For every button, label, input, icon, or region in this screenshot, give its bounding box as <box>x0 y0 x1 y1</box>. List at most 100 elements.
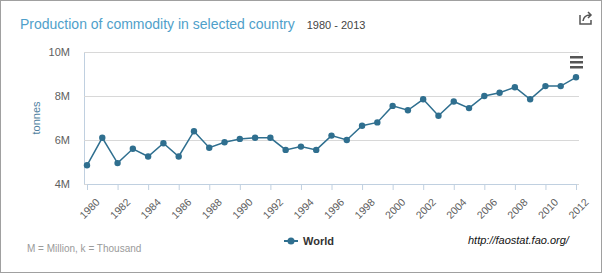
x-tick: 1988 <box>199 184 224 221</box>
x-tick-mark <box>515 184 516 190</box>
x-axis: 1980198219841986198819901992199419961998… <box>77 184 591 221</box>
point-marker <box>359 123 365 129</box>
x-tick-label: 1984 <box>138 196 163 221</box>
x-tick-mark <box>393 184 394 190</box>
x-tick-mark <box>87 184 88 190</box>
point-marker <box>206 145 212 151</box>
point-marker <box>405 107 411 113</box>
x-tick-label: 2008 <box>505 196 530 221</box>
x-tick: 2002 <box>413 184 438 221</box>
x-tick-label: 1992 <box>260 196 285 221</box>
point-marker <box>573 74 579 80</box>
x-tick: 1990 <box>230 184 255 221</box>
point-marker <box>466 105 472 111</box>
menu-icon[interactable] <box>570 56 583 69</box>
x-tick: 1986 <box>169 184 194 221</box>
x-tick-mark <box>240 184 241 190</box>
grid-line <box>84 140 579 141</box>
point-marker <box>435 113 441 119</box>
x-tick-label: 1990 <box>230 196 255 221</box>
y-tick: 10M <box>49 46 579 58</box>
x-tick-mark <box>484 184 485 190</box>
x-tick: 2008 <box>505 184 530 221</box>
x-tick: 1996 <box>321 184 346 221</box>
x-tick-label: 2010 <box>535 196 560 221</box>
title: Production of commodity in selected coun… <box>20 16 295 32</box>
point-marker <box>527 96 533 102</box>
x-tick-label: 1982 <box>107 196 132 221</box>
x-tick-label: 1988 <box>199 196 224 221</box>
point-marker <box>451 98 457 104</box>
x-tick-label: 1994 <box>291 196 316 221</box>
x-tick-label: 1998 <box>352 196 377 221</box>
plot-area <box>84 74 579 168</box>
grid-line <box>84 52 579 53</box>
x-tick: 1998 <box>352 184 377 221</box>
point-marker <box>344 137 350 143</box>
y-tick: 6M <box>55 134 579 146</box>
series-line <box>87 77 576 165</box>
x-tick-label: 2002 <box>413 196 438 221</box>
subtitle: 1980 - 2013 <box>307 19 366 31</box>
point-marker <box>298 143 304 149</box>
point-marker <box>328 132 334 138</box>
x-tick: 1994 <box>291 184 316 221</box>
x-tick-label: 1986 <box>169 196 194 221</box>
x-tick: 2006 <box>474 184 499 221</box>
menu-icon-bar[interactable] <box>570 56 583 59</box>
x-tick-mark <box>545 184 546 190</box>
menu-icon-bar[interactable] <box>570 66 583 69</box>
point-marker <box>542 83 548 89</box>
point-marker <box>558 83 564 89</box>
share-icon-arrow[interactable] <box>583 12 591 21</box>
x-tick-label: 1980 <box>77 196 102 221</box>
x-tick: 1984 <box>138 184 163 221</box>
frame <box>1 1 602 273</box>
x-tick-mark <box>209 184 210 190</box>
chart: Production of commodity in selected coun… <box>0 0 602 273</box>
y-tick-label: 4M <box>55 178 70 190</box>
x-tick: 2004 <box>444 184 469 221</box>
share-icon[interactable] <box>580 12 591 24</box>
x-tick-mark <box>118 184 119 190</box>
y-tick: 8M <box>55 90 579 102</box>
point-marker <box>191 128 197 134</box>
legend-item: World <box>284 235 334 247</box>
grid-line <box>84 96 579 97</box>
point-marker <box>389 103 395 109</box>
x-tick: 1980 <box>77 184 102 221</box>
point-marker <box>481 93 487 99</box>
x-tick-mark <box>148 184 149 190</box>
legend: World <box>284 235 334 247</box>
point-marker <box>252 135 258 141</box>
x-tick: 1992 <box>260 184 285 221</box>
point-marker <box>282 147 288 153</box>
x-tick-label: 2006 <box>474 196 499 221</box>
x-tick-mark <box>301 184 302 190</box>
point-marker <box>160 140 166 146</box>
y-tick-label: 8M <box>55 90 70 102</box>
point-marker <box>512 84 518 90</box>
point-marker <box>130 146 136 152</box>
y-axis: 4M 6M 8M 10M <box>49 46 579 190</box>
x-tick-label: 2012 <box>566 196 591 221</box>
point-marker <box>374 119 380 125</box>
x-tick-mark <box>179 184 180 190</box>
x-tick: 2000 <box>382 184 407 221</box>
footnote: M = Million, k = Thousand <box>27 243 141 254</box>
x-tick-mark <box>576 184 577 190</box>
legend-label: World <box>303 235 334 247</box>
point-marker <box>267 135 273 141</box>
point-marker <box>313 147 319 153</box>
x-tick-mark <box>270 184 271 190</box>
x-tick-mark <box>423 184 424 190</box>
x-tick-mark <box>454 184 455 190</box>
menu-icon-bar[interactable] <box>570 61 583 64</box>
point-marker <box>145 153 151 159</box>
y-tick-label: 10M <box>49 46 70 58</box>
x-tick: 1982 <box>107 184 132 221</box>
point-marker <box>221 139 227 145</box>
point-marker <box>237 136 243 142</box>
x-tick: 2012 <box>566 184 591 221</box>
x-tick-label: 2000 <box>382 196 407 221</box>
